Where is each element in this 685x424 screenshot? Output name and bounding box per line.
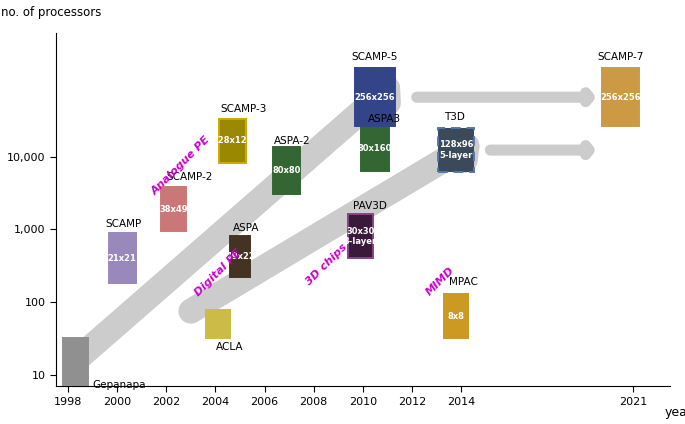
Bar <box>219 119 246 163</box>
Bar <box>362 127 388 171</box>
Text: 3D chips: 3D chips <box>304 242 349 287</box>
Text: 128x128: 128x128 <box>212 137 253 145</box>
Text: no. of processors: no. of processors <box>1 6 101 19</box>
Text: 128x96
5-layer: 128x96 5-layer <box>439 140 473 160</box>
Text: ACLA: ACLA <box>215 342 243 352</box>
Bar <box>206 310 230 338</box>
Text: 30x30
3-layer: 30x30 3-layer <box>344 227 377 246</box>
Bar <box>444 294 469 338</box>
Text: Digital PE: Digital PE <box>193 247 244 298</box>
Text: 256x256: 256x256 <box>600 93 640 102</box>
Text: 38x49: 38x49 <box>160 204 188 214</box>
Text: 21x21: 21x21 <box>108 254 136 263</box>
Bar <box>438 128 475 172</box>
Bar <box>63 338 88 396</box>
Text: SCAMP-7: SCAMP-7 <box>597 52 644 62</box>
Text: Analogue PE: Analogue PE <box>149 134 212 197</box>
X-axis label: year: year <box>665 405 685 418</box>
Bar <box>273 147 300 194</box>
Text: PAV3D: PAV3D <box>353 201 387 211</box>
Text: 19x22: 19x22 <box>225 252 254 261</box>
Text: ASPA: ASPA <box>233 223 259 233</box>
Bar <box>348 215 373 258</box>
Bar <box>602 68 639 126</box>
Text: MIMD: MIMD <box>424 265 456 298</box>
Text: ASPA-2: ASPA-2 <box>275 136 311 146</box>
Text: SCAMP-5: SCAMP-5 <box>352 52 398 62</box>
Text: T3D: T3D <box>444 112 464 122</box>
Text: SCAMP: SCAMP <box>105 219 141 229</box>
Text: MPAC: MPAC <box>449 277 477 287</box>
Bar <box>356 68 395 126</box>
Bar <box>229 237 251 277</box>
Text: SCAMP-2: SCAMP-2 <box>166 172 213 182</box>
Text: Gepanapa: Gepanapa <box>92 380 146 390</box>
Text: SCAMP-3: SCAMP-3 <box>221 104 266 114</box>
Text: 8x8: 8x8 <box>447 312 464 321</box>
Text: 80x80: 80x80 <box>273 166 301 175</box>
Text: ASPA3: ASPA3 <box>368 114 401 124</box>
Text: 80x160: 80x160 <box>358 144 393 153</box>
Bar <box>109 233 136 283</box>
Bar <box>162 187 186 231</box>
Text: 256x256: 256x256 <box>355 93 395 102</box>
